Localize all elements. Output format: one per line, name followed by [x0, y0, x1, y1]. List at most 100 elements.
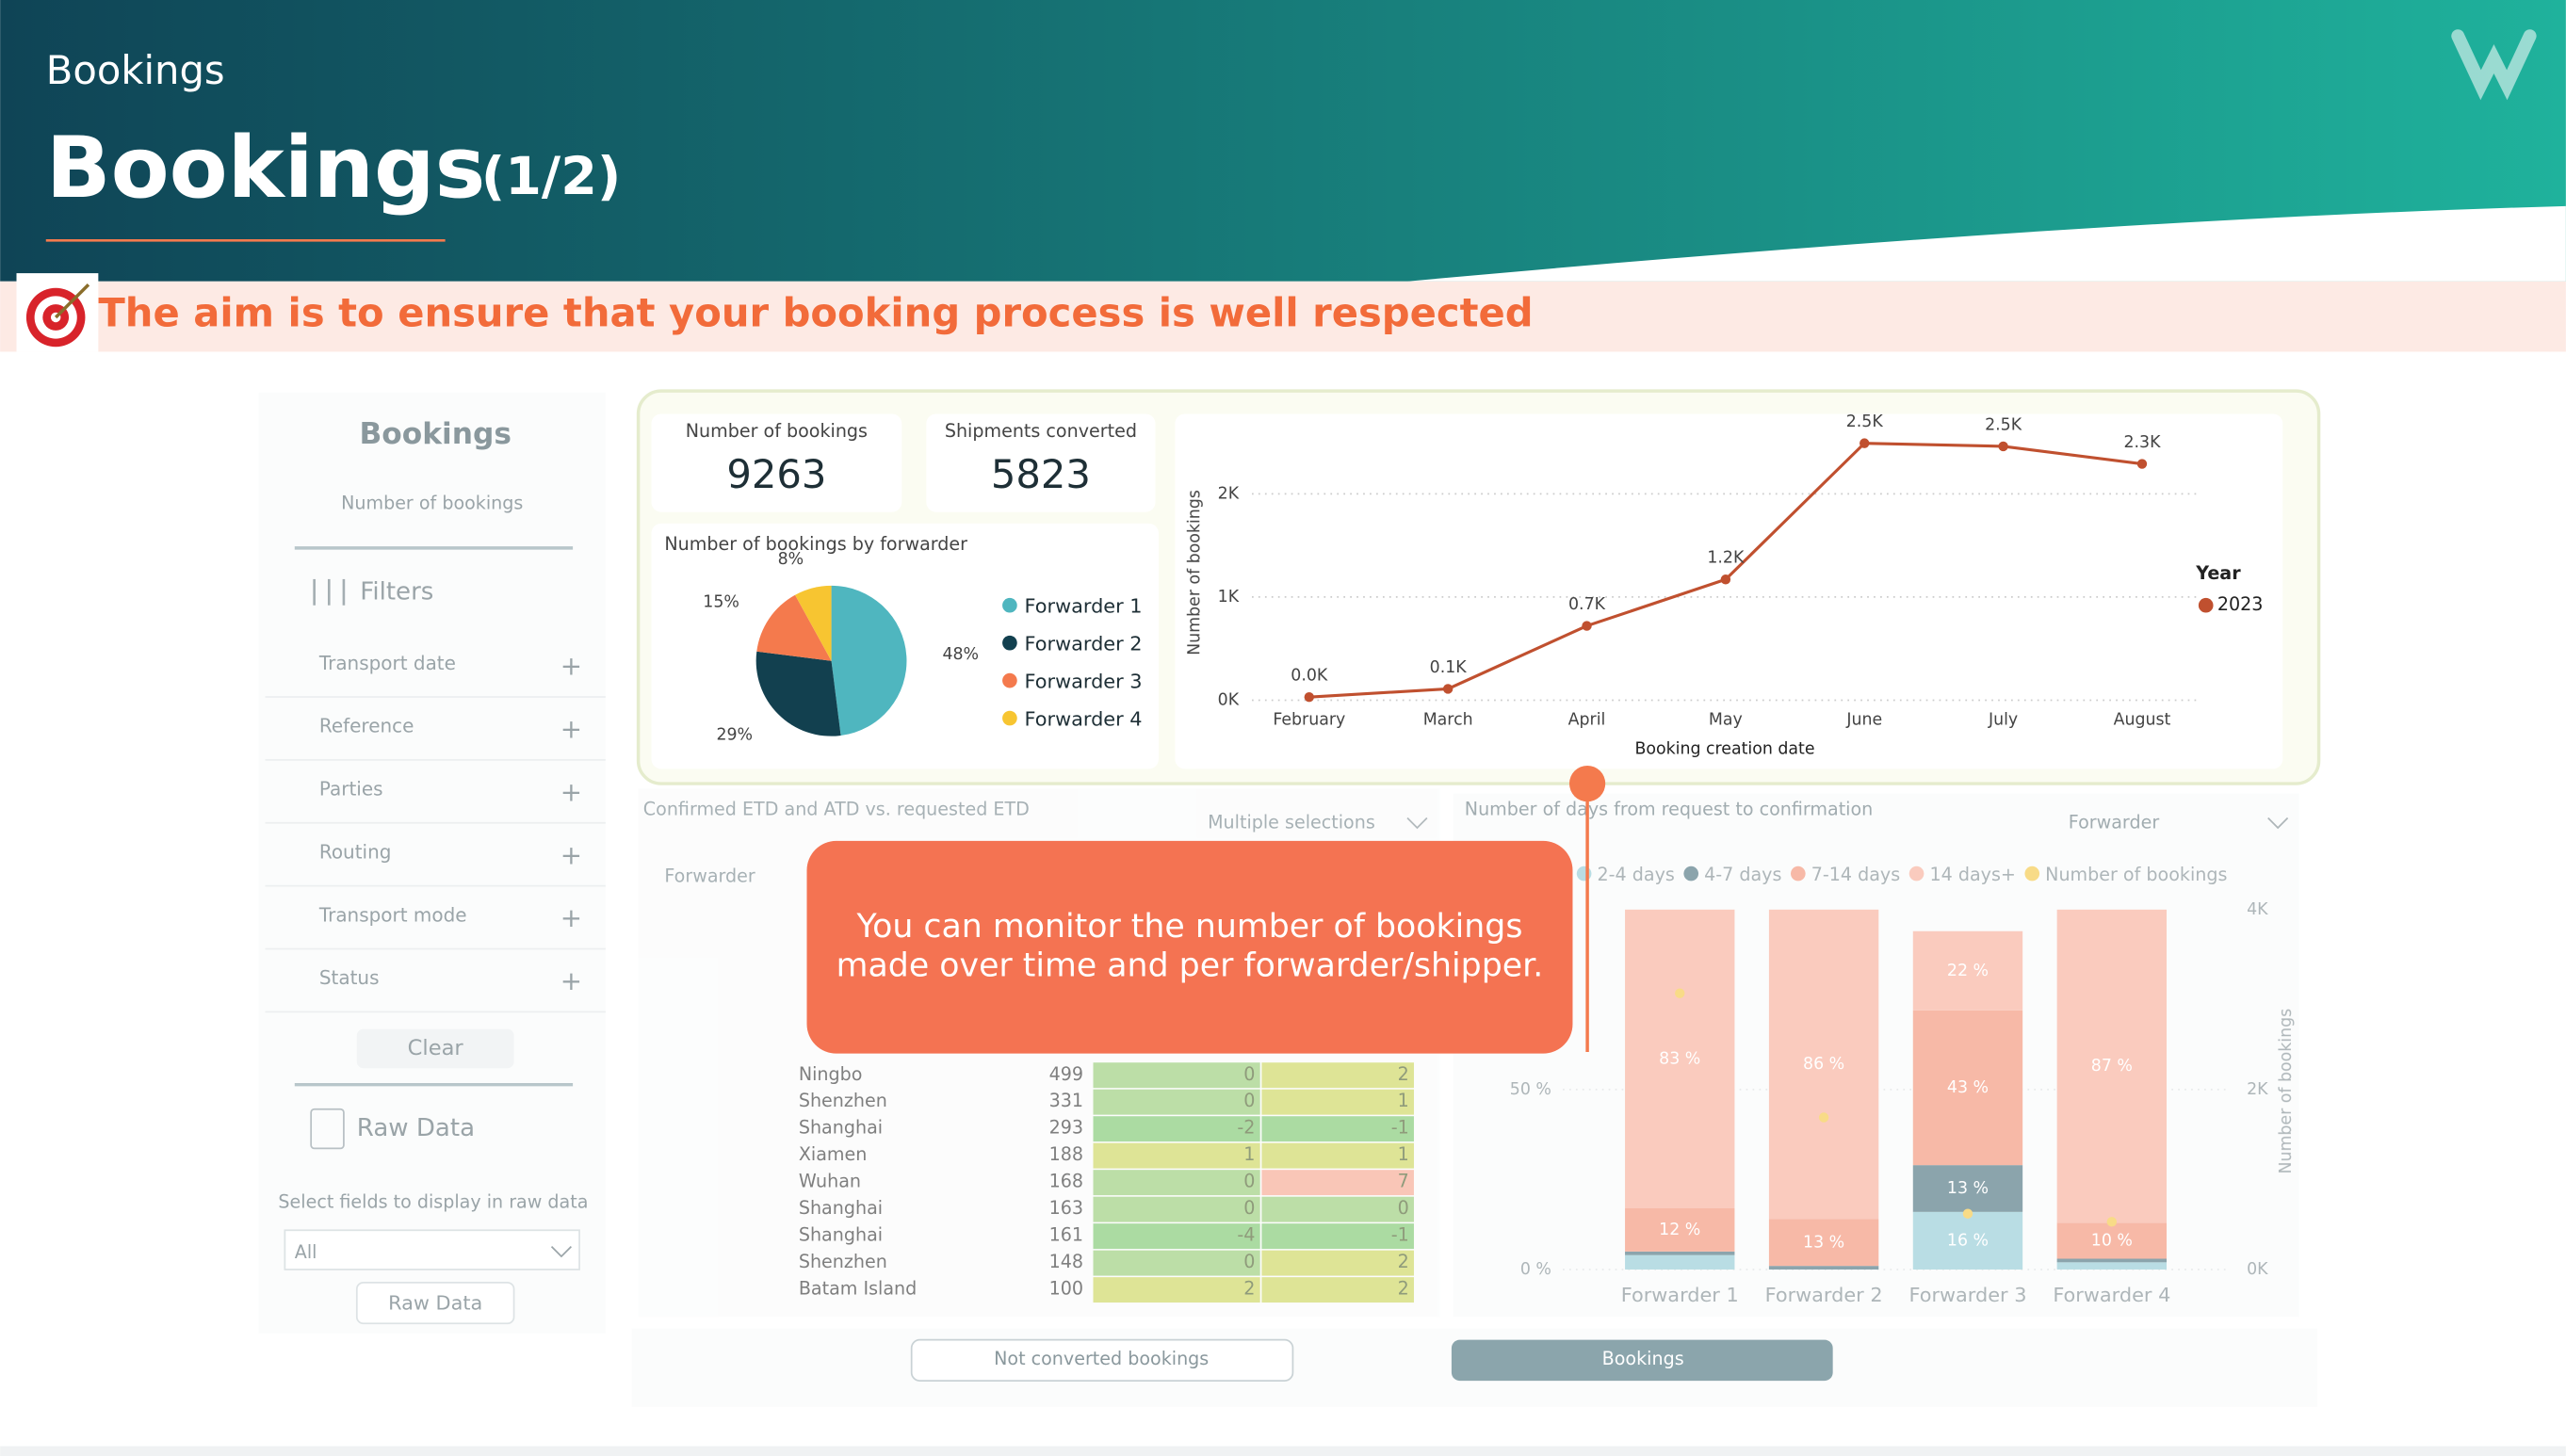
- booking-dot: [2106, 1217, 2118, 1227]
- city: Shanghai: [799, 1117, 883, 1139]
- heat-cell: [1093, 1250, 1260, 1276]
- pie-title: Number of bookings by forwarder: [664, 533, 967, 555]
- legend-swatch: [2198, 597, 2214, 613]
- data-label: 0.1K: [1430, 658, 1468, 677]
- logo: [2451, 29, 2537, 101]
- filter-label[interactable]: Reference: [319, 715, 414, 737]
- callout-line: made over time and per forwarder/shipper…: [836, 947, 1544, 985]
- count: 188: [1049, 1143, 1083, 1165]
- aim-band: [0, 281, 2566, 352]
- chevron: [1406, 817, 1428, 830]
- legend-title: Year: [2195, 562, 2241, 584]
- data-label: 2.5K: [1985, 415, 2022, 434]
- bar-segment: [2056, 909, 2168, 1223]
- heat-cell: [1261, 1142, 1414, 1169]
- filter-icon: [313, 578, 346, 606]
- tab-label[interactable]: Bookings: [1602, 1348, 1684, 1369]
- heat-cell: [1093, 1062, 1260, 1089]
- heat-value: 0: [1243, 1063, 1255, 1085]
- filters-label: Filters: [360, 577, 433, 606]
- select-value[interactable]: All: [295, 1241, 317, 1263]
- clear-label[interactable]: Clear: [408, 1036, 464, 1060]
- data-label: 0.0K: [1291, 667, 1328, 686]
- legend-swatch: [1002, 672, 1017, 688]
- page-part: (1/2): [481, 146, 621, 207]
- filter-label[interactable]: Routing: [319, 840, 392, 863]
- tab-active[interactable]: [1451, 1339, 1833, 1382]
- raw-data-button-label[interactable]: Raw Data: [388, 1291, 482, 1314]
- heat-value: 0: [1243, 1090, 1255, 1111]
- point: [2136, 459, 2148, 469]
- segment-label: 16 %: [1947, 1231, 1989, 1250]
- select-box[interactable]: [284, 1229, 580, 1270]
- filter-expand: +: [560, 902, 582, 933]
- heat-cell: [1261, 1170, 1414, 1196]
- kpi-value: 5823: [991, 451, 1091, 497]
- y2-axis-label: Number of bookings: [2277, 1009, 2296, 1174]
- segment-label: 22 %: [1947, 962, 1989, 980]
- y2-tick-label: 4K: [2247, 900, 2268, 919]
- heat-value: -1: [1391, 1117, 1409, 1139]
- kpi-label: Shipments converted: [945, 420, 1137, 442]
- legend-label: 2023: [2217, 593, 2264, 615]
- filter-expand: +: [560, 714, 582, 745]
- legend-label: Forwarder 2: [1025, 632, 1143, 655]
- segment-label: 13 %: [1947, 1179, 1989, 1198]
- segment-label: 12 %: [1659, 1221, 1700, 1239]
- bar-segment: [1625, 909, 1735, 1209]
- legend-swatch: [2024, 866, 2040, 882]
- filter-label[interactable]: Status: [319, 966, 380, 989]
- filter-label[interactable]: Parties: [319, 778, 383, 801]
- booking-dot: [1675, 988, 1685, 998]
- legend-label: 14 days+: [1929, 864, 2015, 885]
- kpi-card: [926, 413, 1156, 512]
- footer-strip: [0, 1446, 2566, 1456]
- heat-value: 1: [1398, 1090, 1409, 1111]
- heat-value: 0: [1398, 1197, 1409, 1219]
- bar-title: Number of days from request to confirmat…: [1465, 798, 1873, 819]
- x-tick-label: Forwarder 2: [1765, 1284, 1883, 1306]
- kpi-card: [651, 413, 902, 512]
- point: [1304, 691, 1315, 703]
- x-tick-label: August: [2114, 710, 2171, 729]
- x-tick-label: April: [1568, 710, 1606, 729]
- city: Batam Island: [799, 1278, 917, 1300]
- city: Ningbo: [799, 1063, 863, 1085]
- segment-label: 43 %: [1947, 1078, 1989, 1097]
- segment-label: 83 %: [1659, 1049, 1700, 1068]
- filter-label[interactable]: Transport date: [318, 652, 456, 674]
- callout: [806, 840, 1573, 1054]
- count: 331: [1049, 1090, 1083, 1111]
- tab-label[interactable]: Not converted bookings: [994, 1348, 1209, 1369]
- bar-segment: [1768, 909, 1879, 1220]
- callout-dot: [1568, 765, 1606, 802]
- bar-segment: [1912, 1010, 2023, 1166]
- legend-swatch: [1683, 866, 1699, 882]
- x-tick-label: March: [1423, 710, 1473, 729]
- city: Shanghai: [799, 1224, 883, 1246]
- booking-dot: [1962, 1208, 1973, 1219]
- heat-value: 0: [1243, 1171, 1255, 1192]
- data-label: 2.3K: [2123, 433, 2161, 452]
- raw-data-button[interactable]: [355, 1282, 515, 1325]
- heat-cell: [1093, 1277, 1260, 1303]
- filter-label[interactable]: Transport mode: [318, 903, 467, 926]
- heat-value: 2: [1243, 1278, 1255, 1300]
- legend-label: 7-14 days: [1811, 864, 1901, 885]
- heat-cell: [1093, 1142, 1260, 1169]
- x-tick-label: Forwarder 4: [2053, 1284, 2170, 1306]
- heat-cell: [1093, 1116, 1260, 1142]
- count: 293: [1049, 1117, 1083, 1139]
- tab[interactable]: [910, 1338, 1294, 1382]
- table-selector[interactable]: Multiple selections: [1208, 811, 1375, 833]
- legend-swatch: [1908, 866, 1924, 882]
- clear-button[interactable]: [356, 1028, 514, 1069]
- count: 499: [1049, 1063, 1083, 1085]
- bar-segment: [1625, 1254, 1735, 1270]
- city: Shenzhen: [799, 1090, 887, 1111]
- heat-value: -4: [1237, 1224, 1255, 1246]
- segment-label: 86 %: [1803, 1055, 1844, 1074]
- count: 148: [1049, 1251, 1083, 1272]
- point: [1860, 438, 1870, 448]
- heat-value: 1: [1398, 1143, 1409, 1165]
